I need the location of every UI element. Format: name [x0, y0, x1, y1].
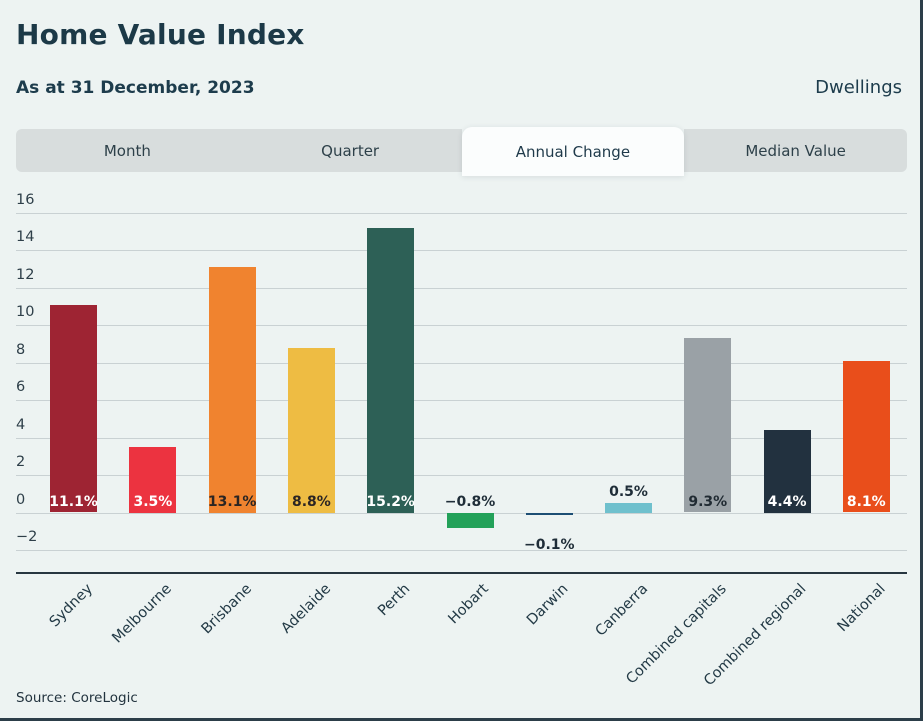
- bar-perth: [367, 228, 415, 513]
- value-label-darwin: −0.1%: [524, 536, 575, 553]
- ytick-0: 0: [16, 491, 26, 508]
- xlabel-brisbane: Brisbane: [198, 581, 255, 638]
- value-label-national: 8.1%: [846, 493, 886, 510]
- tab-bar: Month Quarter Annual Change Median Value: [16, 127, 907, 176]
- gridline-12: [16, 287, 907, 289]
- bar-darwin: [525, 512, 573, 515]
- xlabel-national: National: [834, 581, 889, 636]
- value-label-hobart: −0.8%: [444, 493, 496, 510]
- xlabel-melbourne: Melbourne: [109, 581, 176, 647]
- tab-annual-change[interactable]: Annual Change: [461, 127, 685, 176]
- xlabel-darwin: Darwin: [524, 581, 572, 629]
- gridline-10: [16, 325, 907, 327]
- gridline-14: [16, 250, 907, 252]
- ytick-2: 2: [16, 454, 26, 471]
- tab-month[interactable]: Month: [16, 129, 239, 172]
- value-label-melbourne: 3.5%: [133, 493, 173, 510]
- xlabel-sydney: Sydney: [46, 581, 96, 631]
- gridline-8: [16, 362, 907, 364]
- ytick-6: 6: [16, 379, 26, 396]
- bar-sydney: [50, 304, 98, 513]
- x-axis-line: [16, 572, 907, 574]
- xlabel-canberra: Canberra: [592, 581, 651, 640]
- ytick--2: −2: [16, 529, 38, 545]
- bar-national: [842, 360, 890, 513]
- bar-hobart: [446, 512, 494, 528]
- gridline--2: [16, 550, 907, 551]
- ytick-10: 10: [16, 304, 35, 321]
- dwellings-label: Dwellings: [815, 77, 902, 98]
- tab-quarter[interactable]: Quarter: [238, 129, 462, 172]
- bar-brisbane: [208, 267, 256, 513]
- value-label-adelaide: 8.8%: [291, 493, 331, 510]
- gridline-4: [16, 437, 907, 439]
- value-label-canberra: 0.5%: [609, 484, 648, 501]
- xlabel-perth: Perth: [374, 581, 414, 620]
- value-label-perth: 15.2%: [366, 493, 415, 510]
- ytick-4: 4: [16, 416, 26, 433]
- source-note: Source: CoreLogic: [16, 690, 138, 706]
- ytick-14: 14: [16, 229, 35, 246]
- ytick-16: 16: [16, 192, 35, 208]
- xlabel-hobart: Hobart: [445, 581, 493, 628]
- xlabel-adelaide: Adelaide: [277, 581, 334, 637]
- ytick-8: 8: [16, 341, 26, 358]
- ytick-12: 12: [16, 266, 35, 283]
- bar-melbourne: [129, 447, 177, 513]
- bar-combined-capitals: [684, 338, 732, 513]
- bar-adelaide: [287, 347, 335, 513]
- page-title: Home Value Index: [16, 18, 305, 51]
- bar-canberra: [605, 503, 652, 513]
- value-label-combined-regional: 4.4%: [767, 493, 807, 510]
- bar-combined-regional: [763, 430, 811, 513]
- gridline-2: [16, 475, 907, 477]
- value-label-sydney: 11.1%: [49, 493, 98, 510]
- tab-median-value[interactable]: Median Value: [684, 129, 907, 172]
- value-label-brisbane: 13.1%: [207, 493, 257, 510]
- value-label-combined-capitals: 9.3%: [688, 493, 728, 510]
- as-at-date: As at 31 December, 2023: [16, 78, 255, 98]
- gridline-6: [16, 400, 907, 402]
- gridline-16: [16, 213, 907, 214]
